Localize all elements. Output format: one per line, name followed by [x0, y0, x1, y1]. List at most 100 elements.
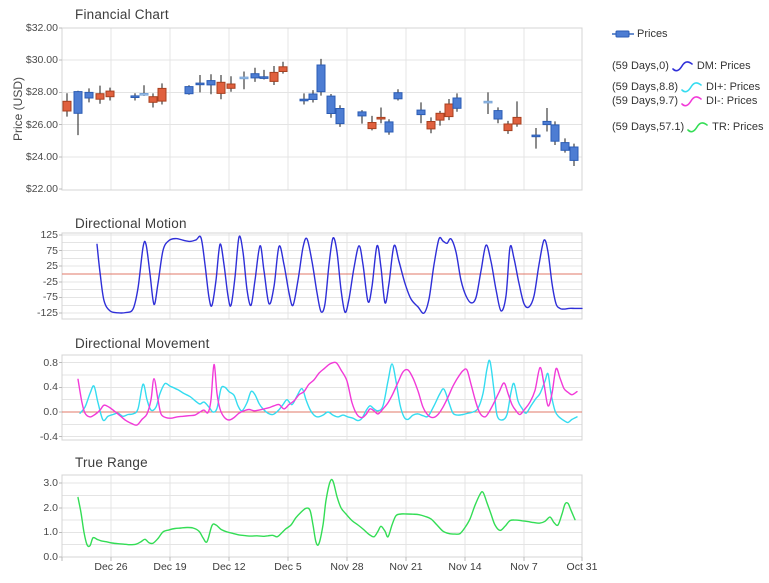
candle-body [239, 76, 249, 80]
candle-body [444, 103, 454, 118]
y-tick-label: -25 [42, 276, 58, 288]
candle [531, 128, 541, 149]
y-tick-label: -125 [36, 307, 58, 319]
plot-border [61, 474, 583, 558]
candle-body [503, 123, 513, 132]
legend-item-tr-prices[interactable]: (59 Days,57.1) TR: Prices [612, 120, 764, 134]
candle-body [316, 64, 326, 93]
candle [550, 121, 560, 145]
y-tick-label: 0.0 [43, 551, 58, 563]
candle [426, 117, 436, 134]
legend-series-label: DI+: Prices [706, 81, 761, 93]
candle-body [139, 93, 149, 96]
candle [184, 85, 194, 95]
plot-border [61, 27, 583, 191]
candle [542, 108, 552, 132]
legend-period-prefix: (59 Days,0) [612, 60, 669, 72]
candle-body [250, 73, 260, 79]
candle [416, 102, 426, 124]
candle [278, 61, 288, 74]
legend-item-dm-prices[interactable]: (59 Days,0) DM: Prices [612, 59, 751, 73]
candle [269, 66, 279, 85]
line-icon [672, 61, 693, 72]
legend-period-prefix: (59 Days,8.8) [612, 81, 679, 93]
candle [216, 75, 226, 100]
candle-body [195, 82, 205, 86]
di+-prices-line [79, 359, 578, 424]
candle [393, 89, 403, 101]
directional-movement-panel [59, 354, 583, 441]
candle [206, 74, 216, 95]
x-tick-label: Dec 26 [94, 561, 128, 573]
candle [316, 58, 326, 96]
candle [130, 93, 140, 101]
legend-period-prefix: (59 Days,9.7) [612, 95, 679, 107]
x-tick-label: Dec 19 [153, 561, 187, 573]
x-tick-label: Nov 21 [389, 561, 423, 573]
line-icon [687, 122, 708, 133]
candle-body [550, 124, 560, 142]
y-tick-label: $32.00 [25, 22, 58, 34]
candle [226, 76, 236, 92]
candle-body [278, 66, 288, 73]
y-tick-label: 2.0 [43, 502, 58, 514]
plot-border [61, 354, 583, 441]
candle [376, 107, 386, 124]
candle [195, 75, 205, 93]
candle [384, 119, 394, 135]
candle-body [376, 116, 386, 120]
candle-body [299, 98, 309, 102]
candle-body [426, 121, 436, 130]
tr-prices-line [77, 478, 576, 548]
x-tick-label: Nov 14 [448, 561, 482, 573]
candle-body [393, 92, 403, 100]
candle [148, 93, 158, 108]
candle [139, 85, 149, 96]
candle-body [105, 90, 115, 98]
candle [569, 143, 579, 166]
panel-title-financial-chart: Financial Chart [75, 7, 169, 22]
candle-body [157, 87, 167, 102]
directional-motion-panel [59, 232, 583, 320]
candle [73, 90, 83, 136]
line-icon [681, 82, 702, 93]
candle-body [452, 97, 462, 109]
candle-body [84, 91, 94, 99]
candle-body [531, 134, 541, 138]
y-tick-label: 25 [46, 260, 58, 272]
candle-body [308, 93, 318, 100]
candle [259, 69, 269, 80]
candle [435, 110, 445, 126]
x-tick-label: Nov 28 [330, 561, 364, 573]
candle-body [73, 91, 83, 114]
legend-item-di+-prices[interactable]: (59 Days,8.8) DI+: Prices [612, 80, 760, 94]
candle-body [95, 93, 105, 100]
candle-body [206, 80, 216, 86]
y-tick-label: 0.8 [43, 357, 58, 369]
candle [95, 85, 105, 104]
candle [105, 87, 115, 101]
y-tick-label: -0.4 [39, 431, 58, 443]
y-tick-label: 0.0 [43, 406, 58, 418]
candle [483, 92, 493, 114]
candle [299, 93, 309, 105]
y-tick-label: $24.00 [25, 151, 58, 163]
legend-item-di--prices[interactable]: (59 Days,9.7) DI-: Prices [612, 94, 757, 108]
candle-body [259, 76, 269, 79]
candle-body [560, 142, 570, 151]
y-tick-label: 0.4 [43, 381, 58, 393]
candle [444, 99, 454, 121]
candle-body [542, 120, 552, 126]
legend-item-prices[interactable]: Prices [612, 27, 668, 41]
y-tick-label: -75 [42, 291, 58, 303]
legend-series-label: DI-: Prices [706, 95, 758, 107]
true-range-panel [59, 474, 583, 558]
candle-body [435, 112, 445, 121]
candle-body [148, 96, 158, 103]
candle [250, 67, 260, 82]
x-tick-label: Oct 31 [566, 561, 598, 573]
dm-prices-line [96, 235, 583, 315]
y-tick-label: 1.0 [43, 526, 58, 538]
